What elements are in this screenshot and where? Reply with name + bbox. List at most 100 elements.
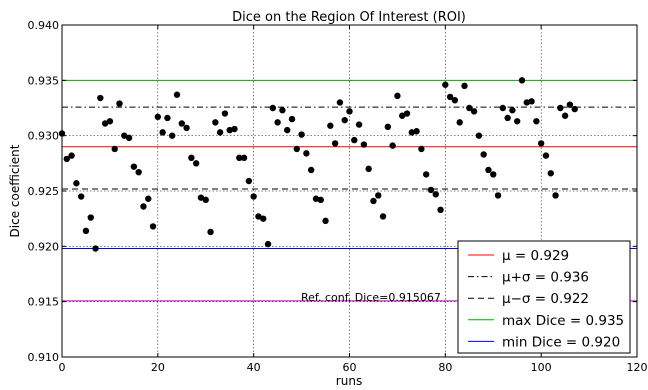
data-point xyxy=(518,77,526,84)
data-point xyxy=(269,104,277,112)
data-point xyxy=(494,192,502,199)
data-point xyxy=(140,203,147,210)
data-point xyxy=(154,113,162,121)
data-point xyxy=(264,240,272,248)
legend-label: μ+σ = 0.936 xyxy=(502,270,589,286)
data-point xyxy=(341,116,348,124)
data-point xyxy=(408,129,415,136)
data-point xyxy=(418,145,425,153)
data-point xyxy=(422,171,430,178)
data-points xyxy=(58,77,578,252)
data-point xyxy=(63,155,70,163)
data-point xyxy=(135,168,142,176)
data-point xyxy=(552,192,559,199)
data-point xyxy=(279,107,286,114)
data-point xyxy=(207,228,214,236)
x-tick-label: 40 xyxy=(247,361,261,374)
data-point xyxy=(466,104,473,112)
data-point xyxy=(145,195,152,202)
data-point xyxy=(528,98,535,105)
data-point xyxy=(336,99,344,106)
data-point xyxy=(533,118,540,125)
y-axis-ticks: 0.910 0.915 0.920 0.925 0.930 0.935 0.940 xyxy=(28,19,637,364)
x-axis-ticks: 0 20 40 60 80 100 120 xyxy=(59,25,648,374)
y-axis-label: Dice coefficient xyxy=(8,144,22,237)
data-point xyxy=(183,124,190,132)
data-point xyxy=(514,118,521,125)
data-point xyxy=(303,150,310,157)
data-point xyxy=(456,119,463,126)
y-tick-label: 0.915 xyxy=(28,296,60,309)
data-point xyxy=(169,132,176,139)
data-point xyxy=(188,154,195,161)
data-point xyxy=(351,136,358,144)
data-point xyxy=(250,193,257,200)
data-point xyxy=(197,194,205,201)
data-point xyxy=(322,217,329,225)
x-axis-label: runs xyxy=(336,374,362,388)
x-tick-label: 80 xyxy=(438,361,452,374)
data-point xyxy=(298,131,305,138)
data-point xyxy=(87,214,94,221)
data-point xyxy=(355,121,363,128)
y-tick-label: 0.910 xyxy=(28,351,60,364)
data-point xyxy=(394,92,401,100)
data-point xyxy=(480,151,487,158)
data-point xyxy=(442,81,449,88)
data-point xyxy=(173,91,181,98)
data-point xyxy=(216,129,224,136)
data-point xyxy=(178,120,185,127)
legend-box xyxy=(457,240,631,354)
data-point xyxy=(97,94,104,102)
data-point xyxy=(557,104,564,112)
data-point xyxy=(111,145,118,153)
y-tick-label: 0.925 xyxy=(28,185,60,198)
data-point xyxy=(77,193,85,200)
data-point xyxy=(437,206,444,214)
data-point xyxy=(293,145,300,153)
data-point xyxy=(451,97,459,104)
y-tick-label: 0.940 xyxy=(28,19,60,32)
data-point xyxy=(384,123,392,131)
data-point xyxy=(202,196,209,204)
data-point xyxy=(446,93,454,101)
data-point xyxy=(399,112,406,119)
y-tick-label: 0.920 xyxy=(28,240,60,253)
data-point xyxy=(327,122,334,129)
chart-title: Dice on the Region Of Interest (ROI) xyxy=(232,10,466,25)
data-point xyxy=(236,154,243,161)
data-point xyxy=(346,108,353,115)
y-tick-label: 0.930 xyxy=(28,130,60,143)
data-point xyxy=(101,120,109,127)
data-point xyxy=(461,82,468,90)
data-point xyxy=(92,245,99,252)
data-point xyxy=(370,197,377,205)
data-point xyxy=(121,132,128,139)
data-point xyxy=(509,107,516,114)
data-point xyxy=(288,115,296,123)
x-tick-label: 20 xyxy=(151,361,165,374)
data-point xyxy=(307,166,315,174)
legend-label: max Dice = 0.935 xyxy=(502,313,624,329)
data-point xyxy=(284,126,291,134)
data-point xyxy=(566,101,574,108)
x-tick-label: 60 xyxy=(343,361,357,374)
data-point xyxy=(73,180,80,187)
data-point xyxy=(317,196,324,204)
data-point xyxy=(212,119,219,126)
x-tick-label: 100 xyxy=(531,361,552,374)
data-point xyxy=(192,160,200,167)
data-point xyxy=(274,119,281,126)
data-point xyxy=(523,99,530,106)
data-point xyxy=(475,132,483,139)
data-point xyxy=(116,100,123,107)
data-point xyxy=(159,129,166,136)
data-point xyxy=(221,110,229,117)
data-point xyxy=(490,171,497,178)
data-point xyxy=(547,170,554,177)
data-point xyxy=(245,177,253,185)
data-point xyxy=(485,166,492,174)
data-point xyxy=(499,104,507,112)
data-point xyxy=(68,152,75,159)
